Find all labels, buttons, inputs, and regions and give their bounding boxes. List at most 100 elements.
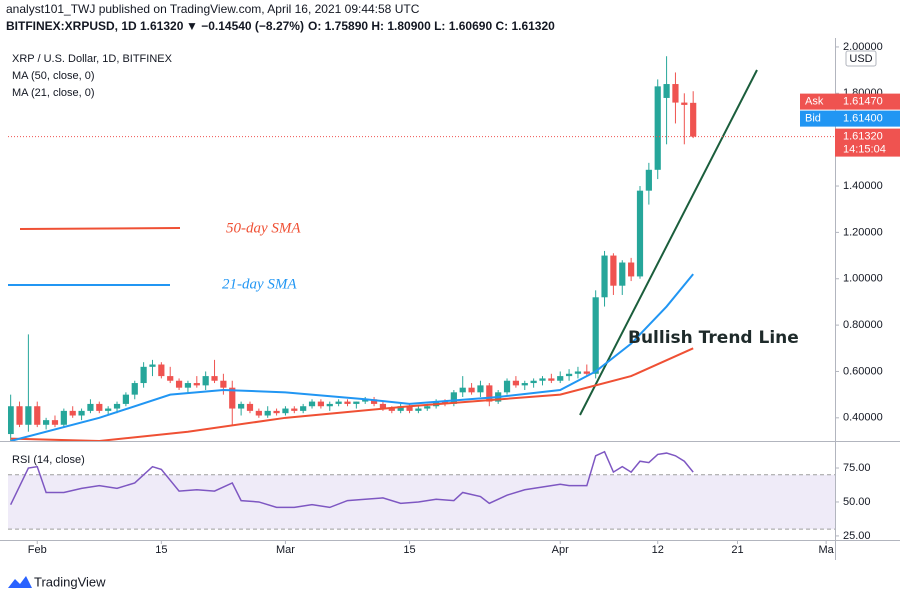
candle-body xyxy=(255,410,262,416)
y-tick-label: 75.00 xyxy=(843,462,871,474)
candle-body xyxy=(184,383,192,388)
unit-box xyxy=(845,50,877,67)
rsi-title: RSI (14, close) xyxy=(12,454,85,466)
candle-body xyxy=(548,378,555,381)
candle-body xyxy=(379,403,387,409)
candle-body xyxy=(539,378,546,381)
candle-body xyxy=(264,410,271,416)
candle-body xyxy=(246,403,254,411)
ask-name: Ask xyxy=(805,96,824,108)
plot-area xyxy=(8,56,697,441)
legend-swatch xyxy=(19,227,181,230)
candle-body xyxy=(25,406,32,425)
candle-body xyxy=(610,255,617,286)
candle-body xyxy=(663,84,670,98)
ask-tag xyxy=(800,93,900,110)
candle-body xyxy=(601,255,608,298)
candle-body xyxy=(308,401,316,407)
candle-body xyxy=(43,420,50,425)
candle-body xyxy=(220,380,227,388)
candle-body xyxy=(512,380,520,386)
x-tick-label: 15 xyxy=(155,544,167,556)
candle-body xyxy=(344,401,351,404)
ask-label: 1.61470 xyxy=(843,96,883,108)
candle-body xyxy=(690,102,697,137)
candle-body xyxy=(628,262,635,277)
y-tick-label: 25.00 xyxy=(843,530,871,542)
last-price-tag xyxy=(835,128,900,157)
candle-body xyxy=(521,383,528,386)
y-tick-label: 1.20000 xyxy=(843,226,883,238)
candle-body xyxy=(51,420,59,425)
annotation: 50-day SMA xyxy=(226,220,301,236)
legend-entry: MA (50, close, 0) xyxy=(12,70,95,82)
candle-body xyxy=(158,364,165,377)
candle-body xyxy=(149,364,156,367)
main-title: XRP / U.S. Dollar, 1D, BITFINEX xyxy=(12,53,173,65)
candle-body xyxy=(167,376,174,381)
x-tick-label: Apr xyxy=(552,544,569,556)
symbol: BITFINEX:XRPUSD, 1D xyxy=(6,19,137,33)
candle-body xyxy=(113,403,121,409)
candle-body xyxy=(565,373,573,377)
candle-body xyxy=(503,380,511,393)
candle-body xyxy=(574,371,582,374)
candle-body xyxy=(34,406,41,425)
candle-body xyxy=(397,406,404,411)
y-tick-label: 1.40000 xyxy=(843,180,883,192)
y-tick-label: 1.00000 xyxy=(843,273,883,285)
candle-body xyxy=(619,262,626,286)
candle-body xyxy=(69,410,76,416)
candle-body xyxy=(388,408,395,411)
bid-tag xyxy=(800,110,900,127)
candle-body xyxy=(459,387,466,393)
candle-body xyxy=(96,403,103,411)
last-price-label: 1.61320 xyxy=(843,131,883,143)
candle-body xyxy=(415,408,422,411)
x-tick-label: 21 xyxy=(731,544,743,556)
candle-body xyxy=(362,399,369,402)
candle-body xyxy=(530,380,537,384)
candle-body xyxy=(645,169,652,191)
candle-body xyxy=(636,190,644,277)
candle-body xyxy=(300,406,307,411)
y-tick-label: 50.00 xyxy=(843,496,871,508)
y-tick-label: 2.00000 xyxy=(843,41,883,53)
candle-body xyxy=(211,376,218,381)
candle-body xyxy=(353,401,360,404)
ma-line xyxy=(10,347,694,441)
brand-logo: TradingView xyxy=(8,574,106,589)
candle-body xyxy=(654,86,661,170)
candle-body xyxy=(468,387,475,393)
candle-body xyxy=(175,380,183,388)
x-tick-label: Mar xyxy=(276,544,295,556)
change: ▼ −0.14540 (−8.27%) xyxy=(186,19,304,33)
candle-body xyxy=(122,394,129,404)
candle-body xyxy=(672,84,679,103)
candle-body xyxy=(140,366,147,384)
price: 1.61320 xyxy=(140,19,184,33)
y-tick-label: 0.60000 xyxy=(843,365,883,377)
candle-body xyxy=(681,102,688,105)
rsi-line xyxy=(9,450,694,509)
y-tick-label: 0.80000 xyxy=(843,319,883,331)
ohlc: O: 1.75890 H: 1.80900 L: 1.60690 C: 1.61… xyxy=(308,19,555,33)
candle-body xyxy=(317,401,324,407)
candle-body xyxy=(131,383,138,395)
candle-body xyxy=(406,406,413,411)
candle-body xyxy=(583,371,590,374)
bid-label: 1.61400 xyxy=(843,113,883,125)
logo-icon xyxy=(8,576,32,588)
x-tick-label: Feb xyxy=(28,544,47,556)
candle-body xyxy=(78,410,85,416)
trend-line xyxy=(579,69,758,416)
candle-body xyxy=(450,392,457,404)
candle-body xyxy=(60,410,67,425)
candle-body xyxy=(370,399,378,404)
x-tick-label: 12 xyxy=(652,544,664,556)
brand: TradingView xyxy=(34,574,106,589)
y-tick-label: 0.40000 xyxy=(843,412,883,424)
candle-body xyxy=(326,403,333,407)
candle-body xyxy=(486,385,493,402)
